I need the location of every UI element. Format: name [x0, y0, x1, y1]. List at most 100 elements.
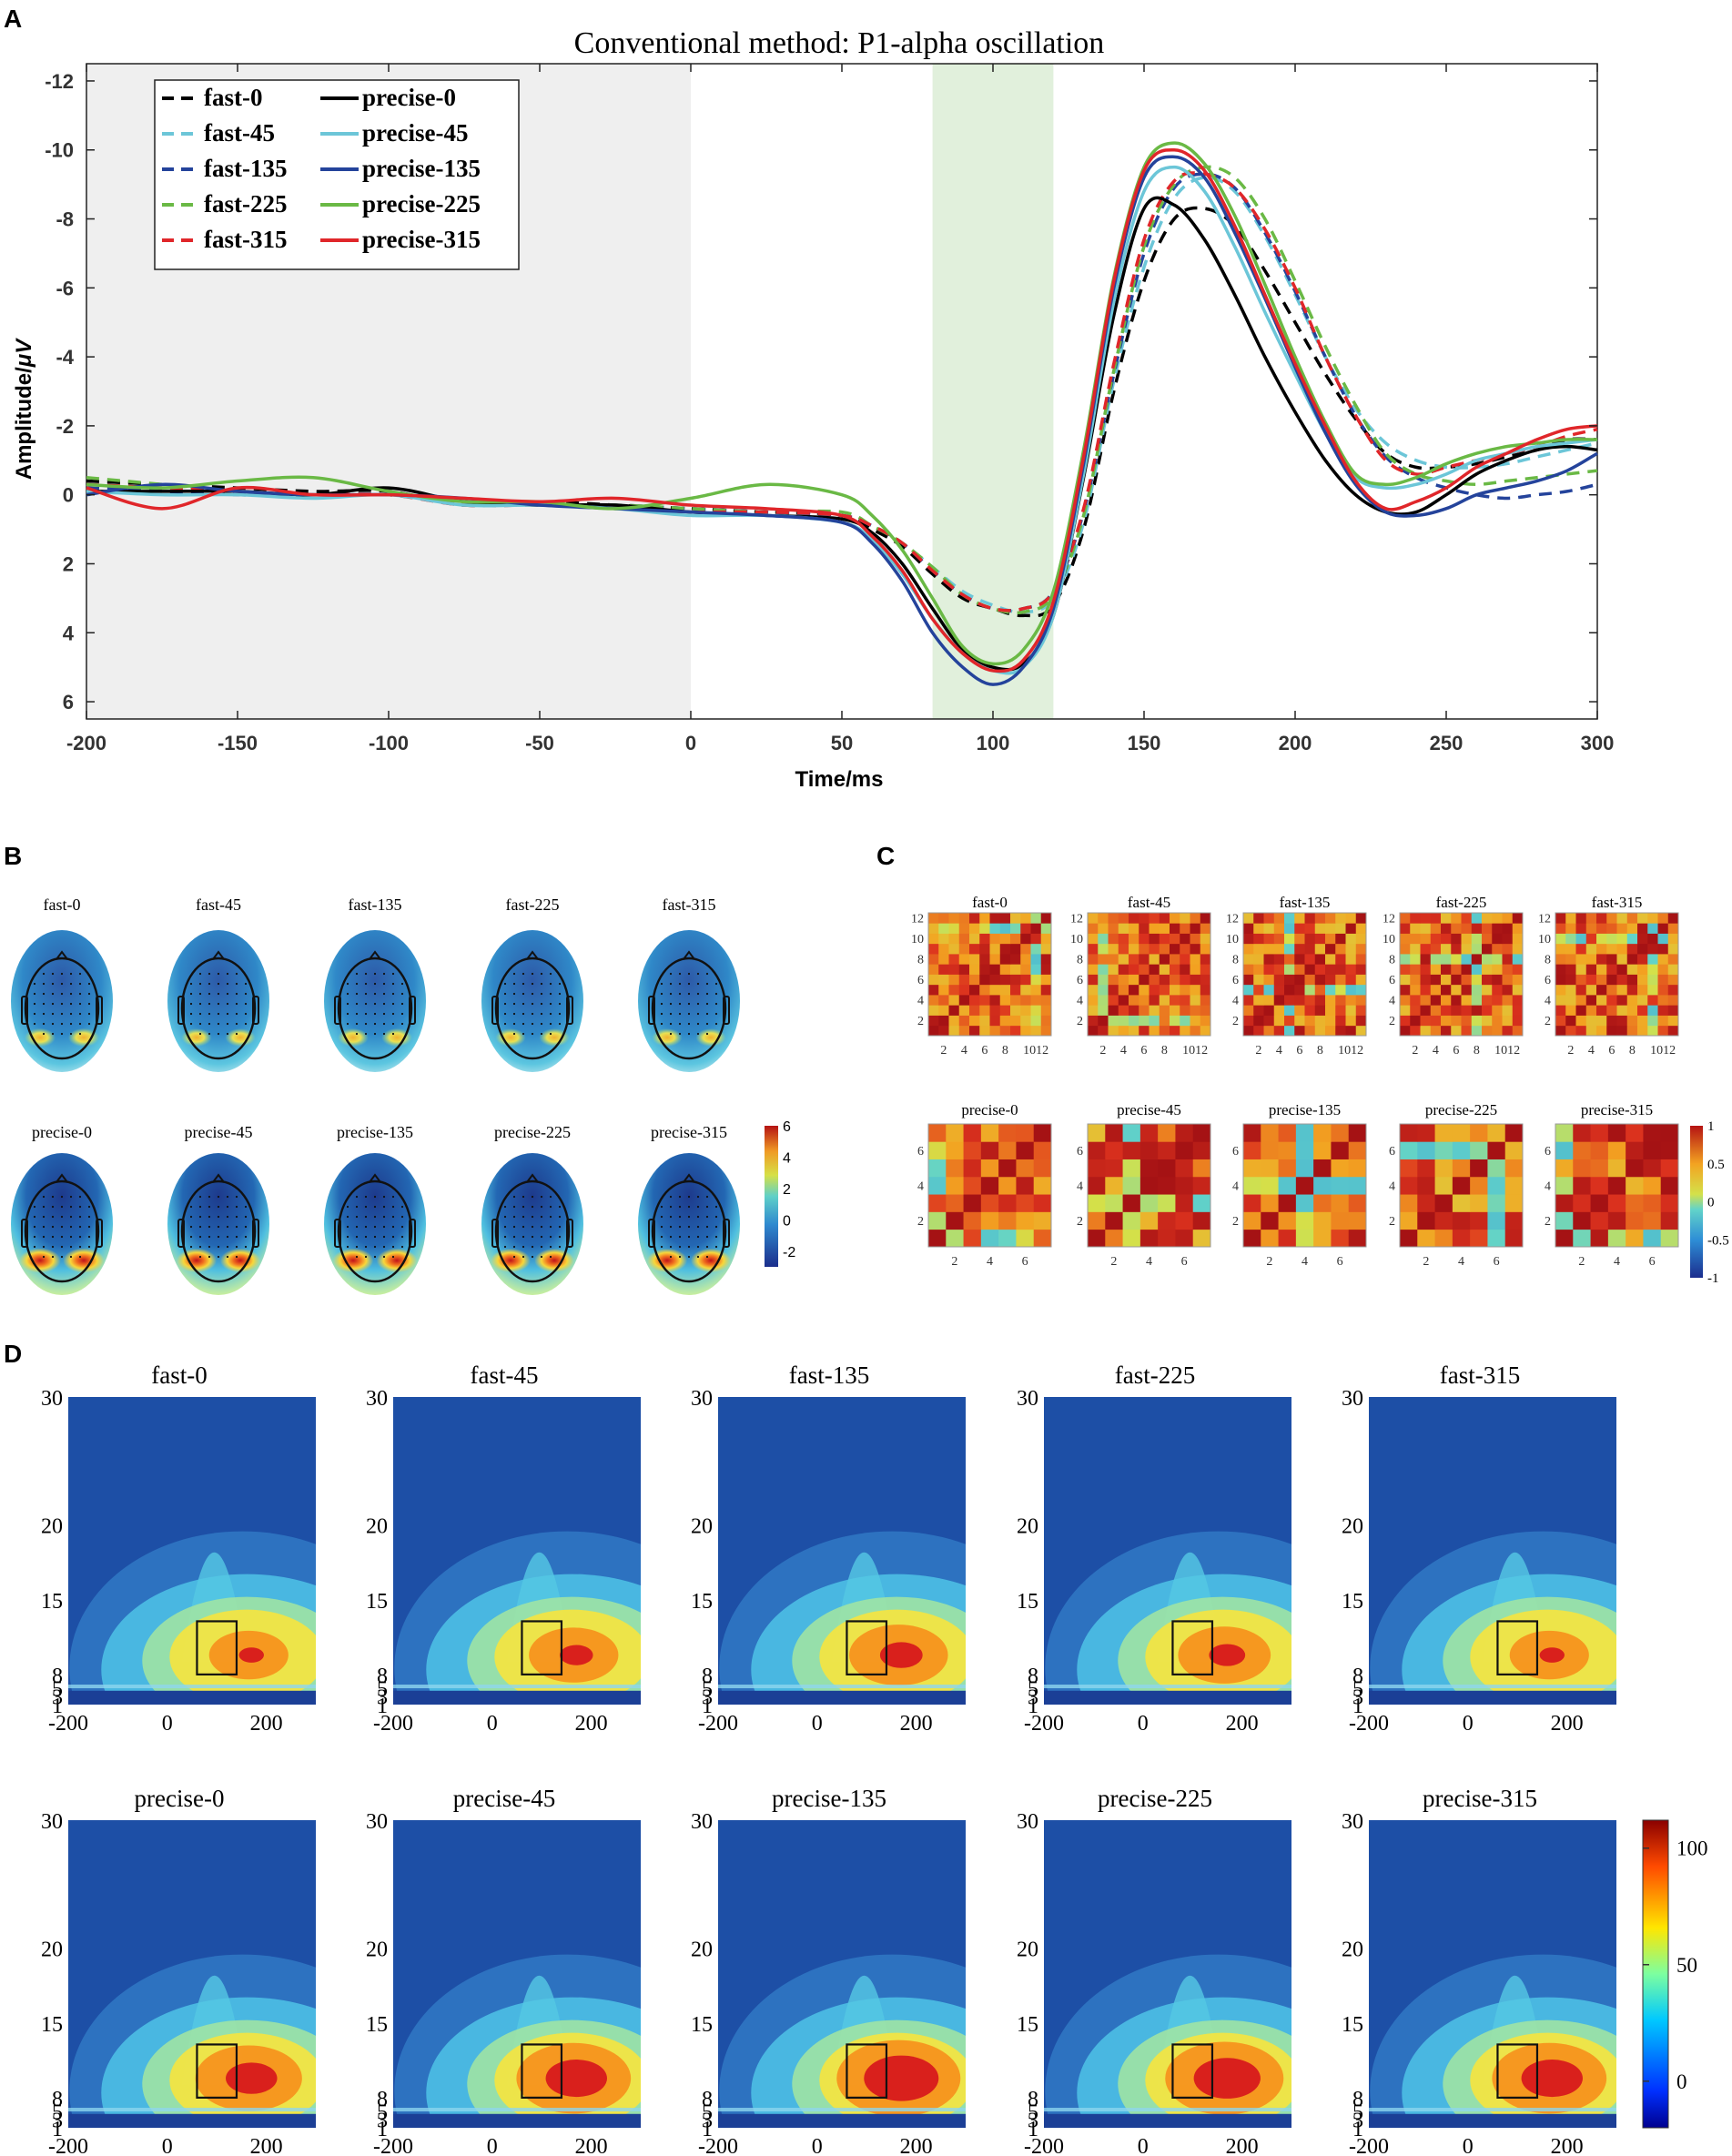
matrix-cell [938, 943, 949, 955]
matrix-cell [1158, 1194, 1176, 1212]
electrode [714, 982, 718, 986]
analysis-window [1496, 1620, 1539, 1675]
electrode [42, 1195, 46, 1199]
topomap-precise-135: precise-135 [324, 1123, 426, 1295]
matrix-cell [999, 954, 1011, 965]
matrix-cell [1626, 964, 1638, 975]
tf-ytick: 15 [41, 1590, 63, 1614]
matrix-cell [1284, 1015, 1295, 1027]
electrode [687, 1022, 691, 1026]
electrode [373, 1205, 377, 1209]
electrode [346, 982, 349, 986]
electrode [87, 1012, 91, 1016]
matrix-cell [1020, 1015, 1031, 1027]
electrode [33, 992, 36, 996]
tf-xtick: -200 [1024, 1712, 1064, 1736]
matrix-cell [969, 943, 980, 955]
matrix-cell [1040, 954, 1052, 965]
matrix-cell [1647, 995, 1658, 1006]
matrix-cell [1345, 964, 1357, 975]
colorbar-tick: 100 [1676, 1837, 1708, 1860]
electrode [33, 1022, 36, 1026]
matrix-ytick: 4 [917, 995, 924, 1008]
matrix-cell [938, 984, 949, 996]
matrix-cell [1626, 1176, 1644, 1195]
matrix-cell [1020, 964, 1031, 975]
matrix-cell [1585, 1025, 1597, 1037]
shaded-region-1 [932, 64, 1054, 719]
topomap-precise-45: precise-45 [167, 1123, 269, 1295]
tf-map-image [1369, 1397, 1616, 1705]
matrix-cell [1261, 1229, 1279, 1248]
tf-ytick: 1 [52, 1695, 63, 1718]
matrix-cell [1345, 1015, 1357, 1027]
matrix-cell [1190, 995, 1201, 1006]
electrode [208, 1205, 211, 1209]
matrix-cell [1284, 1025, 1295, 1037]
matrix-cell [1441, 964, 1452, 975]
matrix-cell [1502, 974, 1514, 986]
matrix-cell [1190, 984, 1201, 996]
matrix-cell [1190, 1005, 1201, 1016]
electrode [189, 1012, 193, 1016]
matrix-cell [1331, 1176, 1350, 1195]
electrode [189, 1205, 193, 1209]
electrode [373, 972, 377, 976]
matrix-cell [1273, 964, 1285, 975]
tf-ytick: 30 [41, 1810, 63, 1834]
matrix-cell [1512, 995, 1524, 1006]
matrix-cell [1105, 1124, 1123, 1142]
matrix-cell [1596, 964, 1607, 975]
matrix-cell [1098, 995, 1109, 1006]
matrix-cell [1040, 1015, 1052, 1027]
matrix-cell [969, 933, 980, 945]
matrix-cell [1434, 1176, 1453, 1195]
matrix-cell [1294, 1015, 1305, 1027]
matrix-xtick: 2 [1266, 1255, 1272, 1269]
matrix-cell [1355, 923, 1367, 934]
matrix-cell [1420, 1015, 1432, 1027]
matrix-cell [1590, 1194, 1609, 1212]
matrix-cell [1295, 1176, 1314, 1195]
matrix-cell [1471, 923, 1483, 934]
tf-xtick: 0 [1138, 1712, 1149, 1736]
electrode [678, 1205, 682, 1209]
matrix-cell [1243, 995, 1254, 1006]
electrode [69, 992, 73, 996]
tf-ytick: 1 [702, 2118, 713, 2141]
electrode [512, 1225, 516, 1229]
matrix-cell [1452, 1124, 1471, 1142]
matrix-xtick: 4 [1614, 1255, 1620, 1269]
matrix-cell [1243, 1025, 1254, 1037]
electrode [198, 992, 202, 996]
electrode [714, 992, 718, 996]
tf-low-band [1369, 2113, 1616, 2128]
matrix-cell [1294, 1025, 1305, 1037]
tf-map-image [393, 1820, 641, 2128]
matrix-cell [1355, 933, 1367, 945]
matrix-cell [1170, 984, 1180, 996]
matrix-cell [1243, 974, 1254, 986]
matrix-cell [1253, 964, 1264, 975]
matrix-cell [1430, 1015, 1442, 1027]
matrix-cell [1139, 943, 1150, 955]
matrix-cell [1098, 933, 1109, 945]
matrix-cell [1430, 995, 1442, 1006]
matrix-cell [1482, 974, 1493, 986]
matrix-cell [1149, 933, 1160, 945]
matrix-cell [1555, 954, 1566, 965]
matrix-cell [1502, 1015, 1514, 1027]
ear-right [409, 1219, 416, 1248]
matrix-cell [1616, 943, 1628, 955]
matrix-frame [927, 912, 1052, 1037]
electrode [355, 1002, 359, 1006]
matrix-cell [1098, 943, 1109, 955]
matrix-cell [1471, 1025, 1483, 1037]
matrix-cell [1451, 974, 1462, 986]
matrix-ytick: 10 [1383, 933, 1395, 946]
matrix-cell [1030, 984, 1042, 996]
legend-label-fast-45: fast-45 [204, 119, 275, 147]
electrode [60, 982, 64, 986]
